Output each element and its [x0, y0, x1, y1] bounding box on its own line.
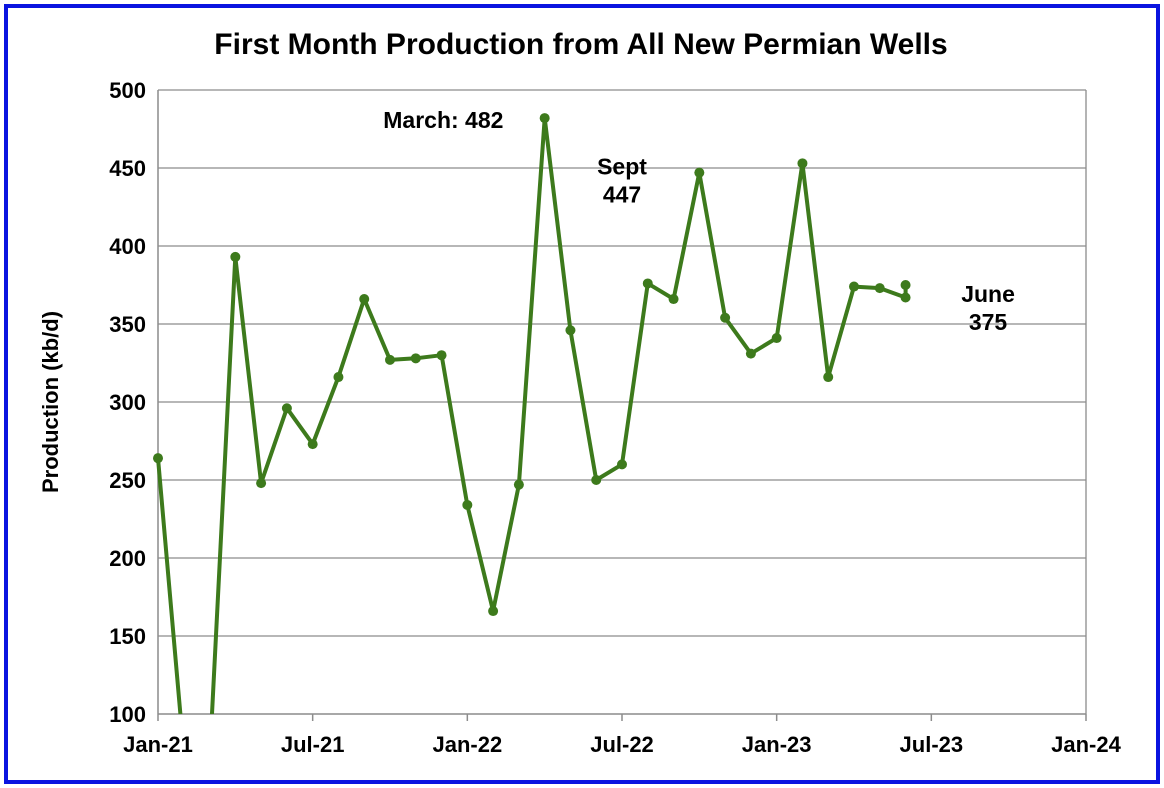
annotation-1-line-0: Sept [597, 154, 647, 180]
data-point-24 [771, 333, 782, 344]
data-point-11 [436, 350, 447, 361]
data-point-25 [797, 158, 808, 169]
data-points [153, 113, 911, 766]
data-point-30 [900, 280, 911, 290]
x-tick-label-Jul-23: Jul-23 [900, 732, 964, 757]
data-point-21 [694, 167, 705, 178]
data-point-19 [642, 278, 653, 289]
y-tick-label-100: 100 [109, 702, 146, 727]
annotation-2-line-0: June [961, 281, 1015, 307]
axes [157, 90, 1087, 721]
x-tick-label-Jan-21: Jan-21 [123, 732, 193, 757]
data-point-4 [256, 478, 267, 489]
data-point-15 [539, 113, 550, 124]
data-point-6 [307, 439, 318, 450]
data-point-3 [230, 251, 241, 262]
data-point-29 [900, 292, 911, 303]
data-point-7 [333, 372, 344, 383]
x-tick-label-Jul-21: Jul-21 [281, 732, 345, 757]
y-axis-label: Production (kb/d) [38, 311, 63, 493]
y-tick-label-500: 500 [109, 78, 146, 103]
y-tick-label-200: 200 [109, 546, 146, 571]
annotation-1-line-1: 447 [603, 182, 641, 208]
data-point-2 [205, 756, 215, 766]
y-tick-label-400: 400 [109, 234, 146, 259]
data-point-27 [849, 281, 859, 292]
data-point-0 [153, 453, 163, 464]
x-tick-label-Jan-22: Jan-22 [432, 732, 502, 757]
y-tick-label-300: 300 [109, 390, 146, 415]
x-tick-label-Jan-24: Jan-24 [1051, 732, 1121, 757]
data-point-10 [410, 353, 421, 364]
chart-title: First Month Production from All New Perm… [214, 28, 947, 61]
data-point-16 [565, 325, 576, 336]
x-tick-label-Jul-22: Jul-22 [590, 732, 654, 757]
data-point-13 [488, 606, 499, 617]
data-point-8 [359, 294, 370, 305]
annotation-0-line-0: March: 482 [383, 107, 503, 133]
y-tick-label-450: 450 [109, 156, 146, 181]
data-point-17 [591, 475, 602, 485]
data-point-14 [513, 479, 524, 490]
series-line-0 [156, 116, 908, 714]
data-point-28 [874, 283, 885, 294]
data-point-23 [745, 348, 756, 359]
annotation-2-line-1: 375 [969, 309, 1008, 335]
data-point-20 [668, 294, 679, 305]
gridlines [158, 89, 1086, 637]
y-tick-label-250: 250 [109, 468, 146, 493]
x-tick-label-Jan-23: Jan-23 [742, 732, 812, 757]
data-point-22 [720, 312, 731, 323]
tick-labels: 100 150 200 250 300 350 400 450 500 Jan-21 Jul-21 J… [109, 78, 1121, 757]
y-tick-label-150: 150 [109, 624, 146, 649]
series-line [156, 116, 908, 714]
data-point-26 [823, 372, 834, 383]
data-point-18 [617, 459, 627, 470]
data-point-12 [462, 499, 473, 510]
data-point-9 [385, 354, 395, 365]
data-point-5 [281, 403, 292, 414]
y-tick-label-350: 350 [109, 312, 146, 337]
